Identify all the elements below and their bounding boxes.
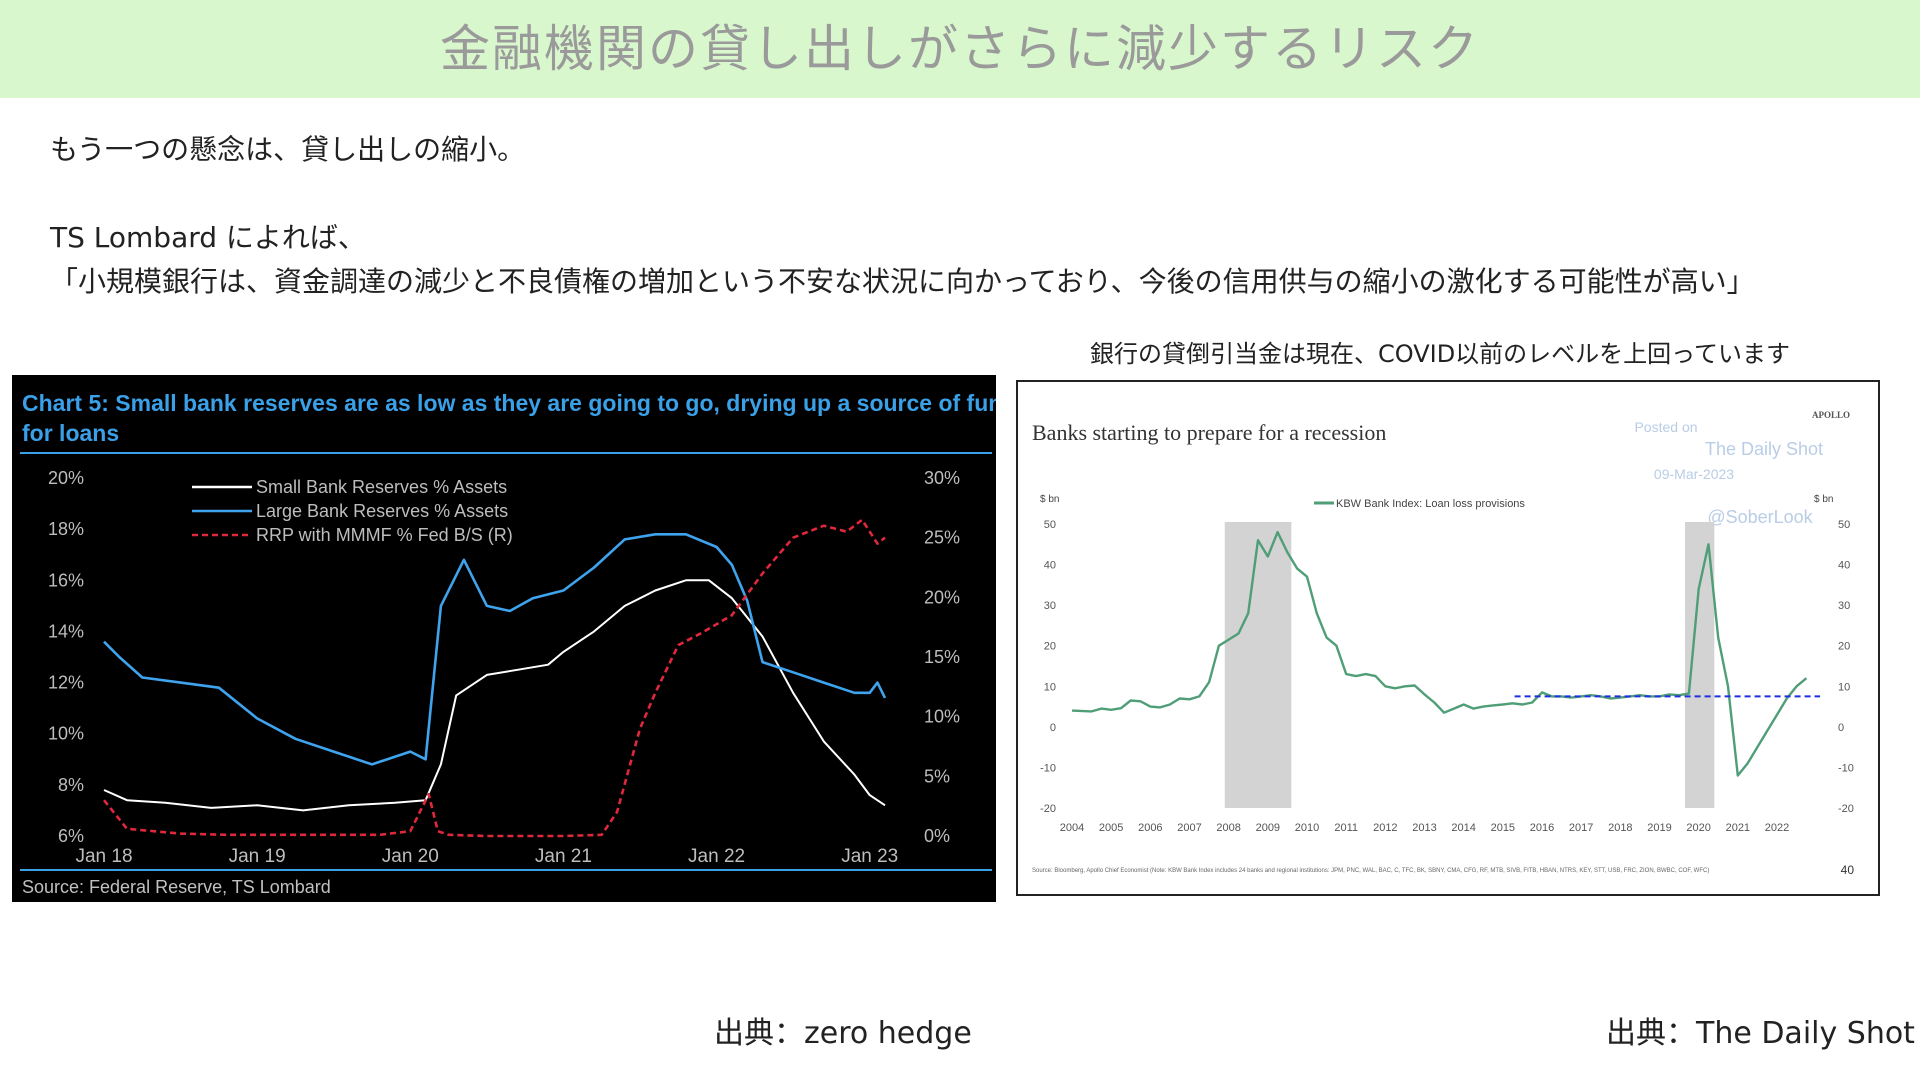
x-tick-label: 2005 [1099, 822, 1123, 834]
x-tick-label: 2022 [1765, 822, 1789, 834]
chart-left-title-line1: Chart 5: Small bank reserves are as low … [22, 390, 996, 416]
chart-left-svg: Chart 5: Small bank reserves are as low … [20, 390, 1051, 897]
x-tick-label: 2004 [1060, 822, 1084, 834]
y-right-tick-label: 40 [1838, 560, 1850, 572]
y-left-tick-label: 14% [48, 621, 84, 641]
series-rrp-mmmf [102, 518, 886, 838]
y-left-tick-label: 50 [1044, 519, 1056, 531]
legend-label: Large Bank Reserves % Assets [256, 501, 508, 521]
y-left-tick-label: 20 [1044, 641, 1056, 653]
x-tick-label: 2016 [1530, 822, 1554, 834]
y-left-tick-label: 6% [58, 826, 84, 846]
x-tick-label: 2012 [1373, 822, 1397, 834]
y-right-tick-label: -10 [1838, 762, 1854, 774]
chart-right-source-note: Source: Bloomberg, Apollo Chief Economis… [1032, 868, 1709, 874]
y-left-tick-label: 8% [58, 775, 84, 795]
series-loan-loss-provisions [1071, 530, 1808, 777]
y-right-tick-label: 30% [924, 468, 960, 488]
legend-label: Small Bank Reserves % Assets [256, 477, 507, 497]
y-right-tick-label: -20 [1838, 803, 1854, 815]
chart-caption-right: 銀行の貸倒引当金は現在、COVID以前のレベルを上回っています [1089, 340, 1790, 368]
x-tick-label: Jan 19 [229, 846, 286, 867]
series-large-bank-reserves [103, 533, 887, 766]
x-tick-label: 2008 [1216, 822, 1240, 834]
x-tick-label: 2010 [1295, 822, 1319, 834]
chart-right-legend-label: KBW Bank Index: Loan loss provisions [1336, 498, 1525, 510]
y-left-tick-label: 0 [1050, 722, 1056, 734]
x-tick-label: 2015 [1491, 822, 1515, 834]
body-line-1: もう一つの懸念は、貸し出しの縮小。 [50, 133, 526, 166]
y-right-tick-label: 15% [924, 647, 960, 667]
y-left-tick-label: 10 [1044, 681, 1056, 693]
x-tick-label: 2007 [1177, 822, 1201, 834]
y-right-tick-label: 20% [924, 587, 960, 607]
chart-right-unit-left: $ bn [1040, 494, 1059, 505]
y-left-tick-label: -10 [1040, 762, 1056, 774]
chart-right-title: Banks starting to prepare for a recessio… [1032, 420, 1386, 445]
recession-band [1224, 522, 1292, 808]
chart-right-brand: APOLLO [1812, 410, 1850, 420]
y-right-tick-label: 0% [924, 826, 950, 846]
y-right-tick-label: 20 [1838, 641, 1850, 653]
chart-right-svg: APOLLO Banks starting to prepare for a r… [1032, 410, 1855, 877]
x-tick-label: Jan 23 [841, 846, 898, 867]
y-left-tick-label: 30 [1044, 600, 1056, 612]
x-tick-label: 2009 [1256, 822, 1280, 834]
x-tick-label: Jan 20 [382, 846, 439, 867]
chart-right-unit-right: $ bn [1814, 494, 1833, 505]
x-tick-label: 2017 [1569, 822, 1593, 834]
x-tick-label: 2011 [1334, 822, 1358, 834]
x-tick-label: 2014 [1451, 822, 1475, 834]
chart-loan-loss-provisions: APOLLO Banks starting to prepare for a r… [1016, 380, 1880, 896]
watermark-handle: @SoberLook [1707, 507, 1813, 527]
x-tick-label: 2006 [1138, 822, 1162, 834]
body-line-3: 「小規模銀行は、資金調達の減少と不良債権の増加という不安な状況に向かっており、今… [50, 265, 1755, 298]
y-right-tick-label: 10% [924, 707, 960, 727]
x-tick-label: 2020 [1686, 822, 1710, 834]
y-right-tick-label: 10 [1838, 681, 1850, 693]
chart-small-bank-reserves: Chart 5: Small bank reserves are as low … [12, 375, 1051, 902]
legend-label: RRP with MMMF % Fed B/S (R) [256, 525, 513, 545]
x-tick-label: 2019 [1647, 822, 1671, 834]
recession-band [1684, 522, 1715, 808]
y-right-tick-label: 0 [1838, 722, 1844, 734]
y-right-tick-label: 30 [1838, 600, 1850, 612]
y-right-tick-label: 5% [924, 766, 950, 786]
chart-right-page-number: 40 [1841, 863, 1855, 877]
y-right-tick-label: 50 [1838, 519, 1850, 531]
body-line-2: TS Lombard によれば、 [50, 221, 366, 254]
y-left-tick-label: 18% [48, 519, 84, 539]
y-left-tick-label: 16% [48, 570, 84, 590]
x-tick-label: 2021 [1726, 822, 1750, 834]
y-left-tick-label: 20% [48, 468, 84, 488]
y-left-tick-label: 12% [48, 673, 84, 693]
y-left-tick-label: -20 [1040, 803, 1056, 815]
source-right: 出典：The Daily Shot [1606, 1016, 1915, 1051]
x-tick-label: Jan 22 [688, 846, 745, 867]
x-tick-label: 2018 [1608, 822, 1632, 834]
x-tick-label: Jan 18 [75, 846, 132, 867]
x-tick-label: 2013 [1412, 822, 1436, 834]
chart-left-source: Source: Federal Reserve, TS Lombard [22, 877, 331, 897]
title-bar [0, 0, 1920, 98]
y-right-tick-label: 25% [924, 528, 960, 548]
watermark-date: 09-Mar-2023 [1654, 466, 1734, 482]
source-left: 出典：zero hedge [714, 1016, 972, 1051]
series-small-bank-reserves [103, 579, 886, 812]
watermark-site: The Daily Shot [1705, 439, 1823, 459]
x-tick-label: Jan 21 [535, 846, 592, 867]
page-title: 金融機関の貸し出しがさらに減少するリスク [440, 20, 1480, 78]
chart-left-title-line2: for loans [22, 420, 119, 446]
y-left-tick-label: 10% [48, 724, 84, 744]
y-left-tick-label: 40 [1044, 560, 1056, 572]
watermark-posted: Posted on [1634, 419, 1697, 435]
